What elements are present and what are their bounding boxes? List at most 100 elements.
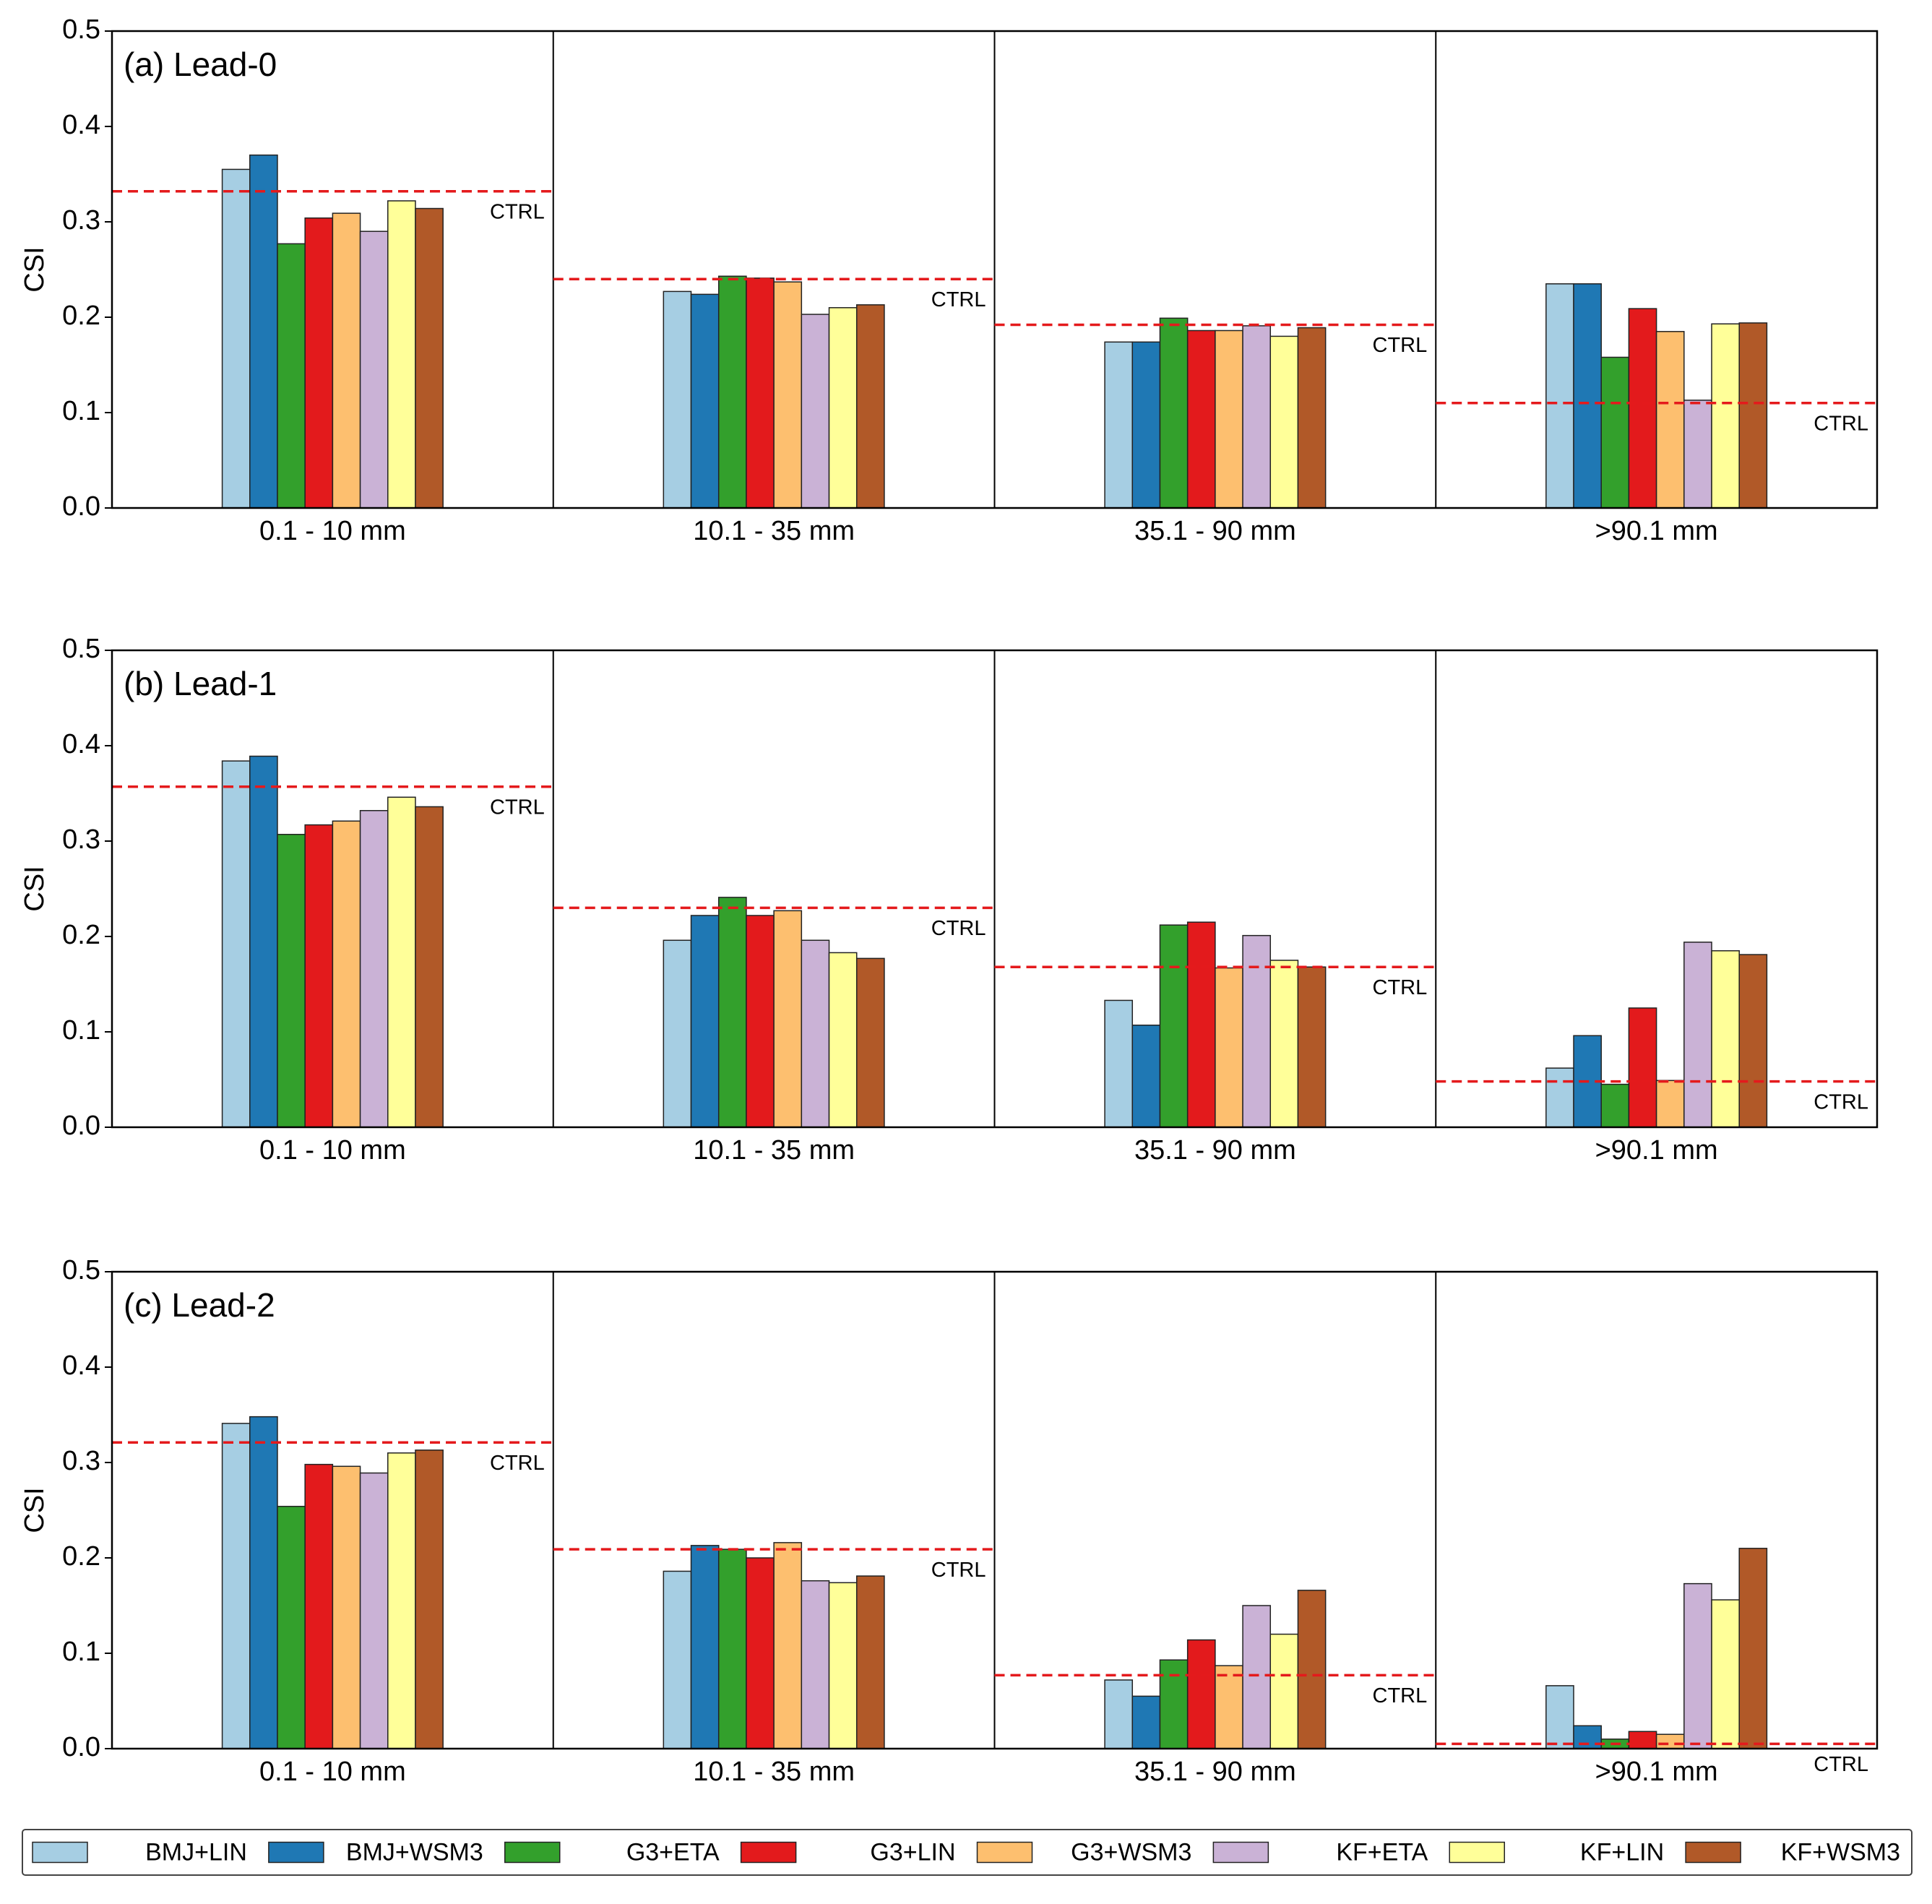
bar [1131, 341, 1161, 509]
x-tick-label: 0.1 - 10 mm [259, 1135, 406, 1166]
bar [221, 760, 251, 1128]
ctrl-label: CTRL [931, 288, 986, 311]
legend-swatch [1212, 1841, 1269, 1864]
bar [1186, 329, 1216, 509]
bar [1738, 322, 1768, 509]
bar [1738, 1548, 1768, 1749]
bar [1628, 1731, 1657, 1749]
bar [1242, 325, 1272, 509]
bar [773, 281, 803, 509]
bar [855, 304, 885, 509]
panel-title: (a) Lead-0 [124, 46, 277, 83]
bar [663, 290, 692, 509]
ctrl-label: CTRL [490, 796, 545, 819]
panel-title: (c) Lead-2 [124, 1286, 275, 1324]
bar [1573, 283, 1602, 509]
legend-swatch [1685, 1841, 1741, 1864]
y-tick-label: 0.1 [62, 396, 100, 426]
legend-label: G3+WSM3 [1071, 1838, 1191, 1866]
bar [387, 1452, 416, 1749]
y-tick-label: 0.0 [62, 491, 100, 522]
bar [1711, 950, 1740, 1128]
bar [801, 314, 830, 509]
x-tick-label: >90.1 mm [1595, 1757, 1718, 1787]
legend-swatch [1449, 1841, 1505, 1864]
bar [773, 1542, 803, 1749]
bar [690, 915, 720, 1128]
legend-swatch [976, 1841, 1033, 1864]
bar [1104, 999, 1134, 1128]
bar [746, 277, 775, 509]
bar [249, 755, 278, 1128]
bar [1655, 331, 1685, 509]
ctrl-label: CTRL [1373, 334, 1428, 357]
bar [717, 897, 747, 1128]
bar [746, 915, 775, 1128]
legend-swatch [740, 1841, 797, 1864]
bar [359, 231, 389, 509]
y-tick-label: 0.4 [62, 1351, 100, 1381]
legend-label: BMJ+LIN [145, 1838, 247, 1866]
bar [1683, 400, 1712, 509]
bar [828, 1582, 858, 1749]
bar [801, 939, 830, 1128]
bar [1215, 329, 1243, 509]
bar [1104, 1679, 1134, 1749]
bar [304, 1463, 334, 1749]
y-tick-label: 0.1 [62, 1015, 100, 1046]
bar [415, 806, 444, 1128]
bar [277, 243, 306, 509]
bar [304, 824, 334, 1128]
y-axis-label: CSI [20, 1487, 50, 1533]
bar [1711, 1599, 1740, 1749]
y-tick-label: 0.2 [62, 920, 100, 950]
bar [1297, 327, 1327, 509]
bar [746, 1557, 775, 1749]
bar [387, 200, 416, 509]
bar [1242, 1605, 1272, 1749]
ctrl-label: CTRL [931, 1559, 986, 1582]
ctrl-label: CTRL [490, 200, 545, 223]
plot-frame [111, 649, 1879, 1129]
bar [1159, 317, 1189, 509]
x-tick-label: 35.1 - 90 mm [1134, 516, 1296, 546]
bar [387, 796, 416, 1128]
bar [304, 217, 334, 509]
bar [1655, 1080, 1685, 1128]
bar [221, 168, 251, 509]
legend-label: KF+ETA [1336, 1838, 1428, 1866]
plot-frame [111, 30, 1879, 509]
bar [1297, 1590, 1327, 1749]
bar [717, 275, 747, 509]
bar [277, 1505, 306, 1749]
x-tick-label: >90.1 mm [1595, 1135, 1718, 1166]
y-tick-label: 0.3 [62, 824, 100, 855]
bar [359, 810, 389, 1128]
ctrl-label: CTRL [931, 917, 986, 940]
y-tick-label: 0.5 [62, 634, 100, 664]
bar [1545, 1685, 1574, 1749]
bar [249, 1416, 278, 1749]
bar [249, 154, 278, 509]
y-tick-label: 0.0 [62, 1732, 100, 1762]
bar [221, 1423, 251, 1749]
y-axis-label: CSI [20, 246, 50, 292]
bar [1131, 1025, 1161, 1128]
bar [1215, 1665, 1243, 1749]
bar [1269, 335, 1299, 509]
y-tick-label: 0.3 [62, 1446, 100, 1476]
bar [828, 307, 858, 509]
legend-swatch [504, 1841, 561, 1864]
bar [855, 957, 885, 1128]
legend-swatch [268, 1841, 324, 1864]
x-tick-label: 10.1 - 35 mm [693, 1757, 855, 1787]
bar [1269, 960, 1299, 1128]
bar [1628, 308, 1657, 509]
x-tick-label: 0.1 - 10 mm [259, 1757, 406, 1787]
bar [1573, 1725, 1602, 1749]
legend-label: KF+LIN [1580, 1838, 1664, 1866]
bar [1297, 966, 1327, 1128]
bar [855, 1575, 885, 1749]
